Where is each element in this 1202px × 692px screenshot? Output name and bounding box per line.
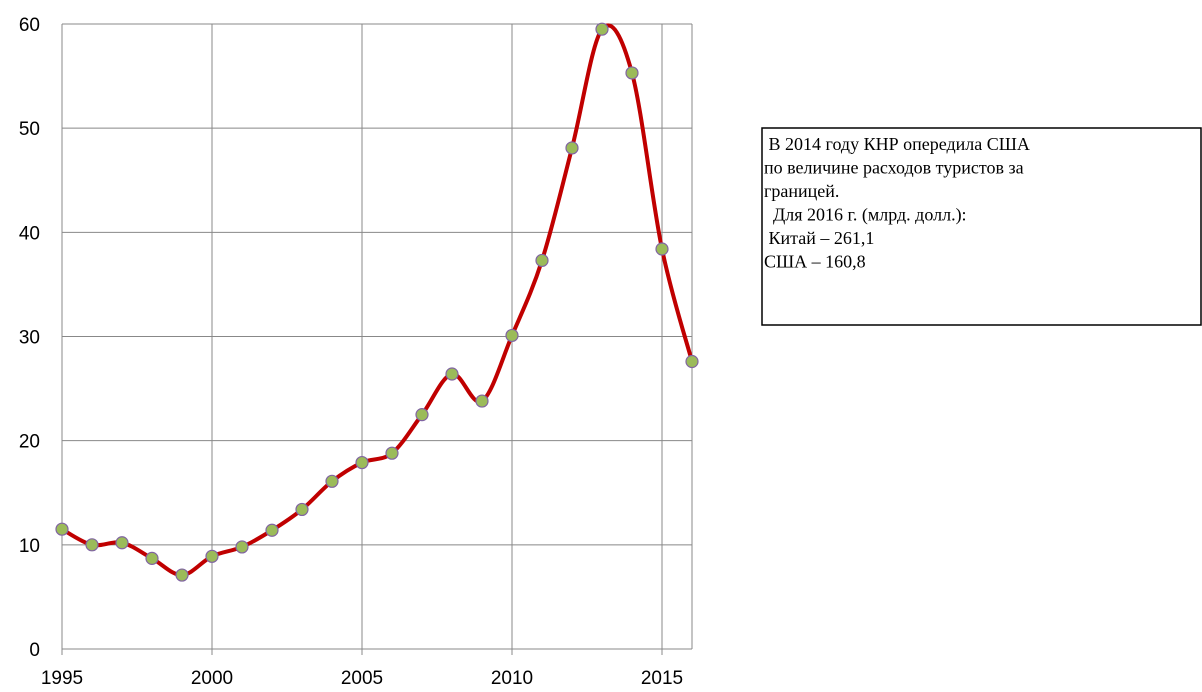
marker <box>505 328 519 343</box>
annotation-box <box>761 127 1202 326</box>
marker <box>595 22 609 36</box>
marker <box>115 536 129 550</box>
y-tick-label: 0 <box>29 640 40 661</box>
marker <box>475 394 489 408</box>
marker <box>145 551 159 565</box>
marker <box>385 446 399 460</box>
x-tick-label: 2000 <box>191 668 233 689</box>
annotation-line: Китай – 261,1 <box>764 228 874 248</box>
annotation-line: по величине расходов туристов за <box>764 158 1024 178</box>
line-series <box>61 23 694 578</box>
marker <box>625 66 639 80</box>
marker <box>655 242 669 256</box>
x-tick-label: 2005 <box>341 668 383 689</box>
y-tick-label: 10 <box>19 536 40 557</box>
marker <box>325 474 339 488</box>
x-tick-label: 2015 <box>641 668 683 689</box>
marker <box>565 141 579 155</box>
marker <box>85 538 99 552</box>
marker <box>355 455 369 470</box>
y-tick-label: 60 <box>19 15 40 36</box>
marker <box>445 367 459 381</box>
marker <box>265 523 279 537</box>
y-tick-label: 30 <box>19 328 40 349</box>
marker <box>205 549 219 563</box>
annotation-line: В 2014 году КНР опередила США <box>764 134 1030 154</box>
marker <box>175 568 189 582</box>
marker <box>685 354 699 369</box>
y-tick-label: 50 <box>19 119 40 140</box>
marker <box>295 502 309 517</box>
marker <box>235 540 249 554</box>
annotation-line: границей. <box>764 181 839 201</box>
y-tick-label: 20 <box>19 432 40 453</box>
x-tick-label: 2010 <box>491 668 533 689</box>
x-tick-label: 1995 <box>41 668 83 689</box>
annotation-line: США – 160,8 <box>764 252 866 272</box>
annotation-line: Для 2016 г. (млрд. долл.): <box>764 205 967 226</box>
marker <box>415 408 429 422</box>
y-tick-label: 40 <box>19 223 40 244</box>
marker <box>55 522 69 536</box>
marker <box>535 253 549 268</box>
